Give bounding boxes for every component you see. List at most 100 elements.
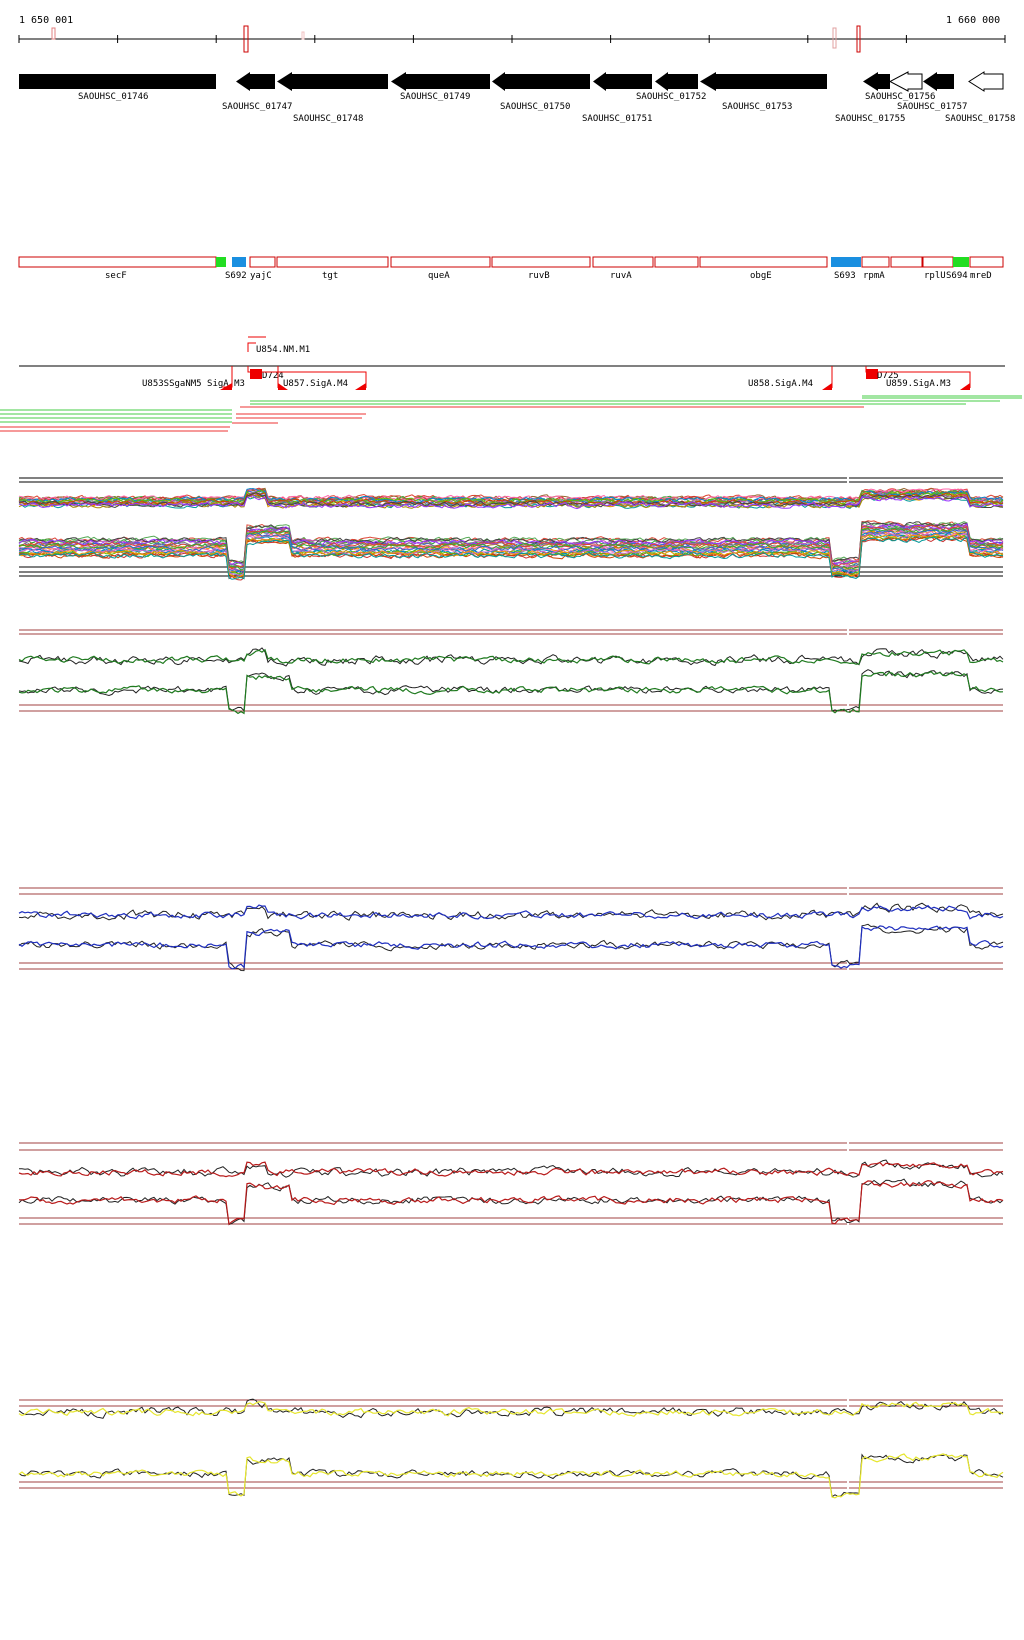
expression-trace-reference xyxy=(18,1159,1004,1178)
annotation-label: S692 xyxy=(225,271,247,281)
expression-trace xyxy=(18,1161,1004,1178)
gene-arrow[interactable] xyxy=(923,72,954,91)
gene-arrow[interactable] xyxy=(968,71,1004,92)
expression-panel-all-conditions xyxy=(18,470,1004,581)
annotation-box[interactable] xyxy=(491,256,591,268)
gene-arrow[interactable] xyxy=(277,72,388,91)
annotation-box[interactable] xyxy=(831,257,861,267)
ruler-end-label: 1 660 000 xyxy=(946,15,1000,26)
gene-label: SAOUHSC_01757 xyxy=(897,102,967,112)
ruler-marker xyxy=(243,25,249,53)
expression-trace-reference xyxy=(18,647,1004,667)
annotation-label: queA xyxy=(428,271,450,281)
gene-arrow[interactable] xyxy=(19,74,216,89)
expression-trace-reference xyxy=(18,923,1004,972)
gene-label: SAOUHSC_01749 xyxy=(400,92,470,102)
annotation-label: S694 xyxy=(946,271,968,281)
transcript-label: U858.SigA.M4 xyxy=(748,379,813,389)
gene-arrow[interactable] xyxy=(655,72,698,91)
gene-label: SAOUHSC_01747 xyxy=(222,102,292,112)
gene-arrow[interactable] xyxy=(391,72,490,91)
annotation-box[interactable] xyxy=(890,256,923,268)
annotation-label: rplU xyxy=(924,271,946,281)
promoter-flag xyxy=(822,383,832,390)
ruler-marker xyxy=(832,27,837,49)
gene-arrow[interactable] xyxy=(593,72,652,91)
gene-arrow[interactable] xyxy=(700,72,827,91)
gene-arrow[interactable] xyxy=(888,71,923,92)
transcript-segment xyxy=(247,366,367,388)
annotation-box[interactable] xyxy=(249,256,276,268)
ruler-start-label: 1 650 001 xyxy=(19,15,73,26)
coordinate-ruler: 1 650 001 1 660 000 xyxy=(18,15,1006,53)
annotation-label: mreD xyxy=(970,271,992,281)
expression-trace xyxy=(18,536,1004,580)
annotation-label: yajC xyxy=(250,271,272,281)
annotation-label: S693 xyxy=(834,271,856,281)
expression-trace xyxy=(18,648,1004,665)
ruler-marker xyxy=(51,27,56,40)
transcript-track: U854.NM.M1 U853SSgaNM5 SigA.M3 D724 U857… xyxy=(0,336,1022,432)
expression-panel-yellow xyxy=(18,1396,1004,1499)
gene-arrow[interactable] xyxy=(863,72,890,91)
annotation-box[interactable] xyxy=(953,257,969,267)
transcript-label: U859.SigA.M3 xyxy=(886,379,951,389)
ruler-ticks xyxy=(18,35,1006,43)
promoter-flag xyxy=(278,383,288,390)
annotation-box[interactable] xyxy=(592,256,654,268)
annotation-box[interactable] xyxy=(18,256,217,268)
gene-label: SAOUHSC_01755 xyxy=(835,114,905,124)
annotation-box[interactable] xyxy=(922,256,954,268)
expression-trace xyxy=(18,492,1004,509)
expression-panel-red xyxy=(18,1139,1004,1228)
expression-panel-green xyxy=(18,626,1004,715)
expression-trace xyxy=(18,1453,1004,1499)
expression-trace xyxy=(18,495,1004,510)
gene-label: SAOUHSC_01752 xyxy=(636,92,706,102)
gene-arrow[interactable] xyxy=(236,72,275,91)
segment-block[interactable] xyxy=(250,369,262,379)
expression-panel-blue xyxy=(18,884,1004,973)
transcript-label: U854.NM.M1 xyxy=(256,345,310,355)
expression-trace xyxy=(18,494,1004,509)
transcript-label: D724 xyxy=(262,371,284,381)
promoter-flag xyxy=(247,342,256,352)
gene-label: SAOUHSC_01748 xyxy=(293,114,363,124)
expression-trace xyxy=(18,524,1004,570)
annotation-box[interactable] xyxy=(390,256,491,268)
transcript-label: D725 xyxy=(877,371,899,381)
annotation-label: ruvA xyxy=(610,271,632,281)
annotation-label: secF xyxy=(105,271,127,281)
expression-trace-reference xyxy=(18,1398,1004,1419)
annotation-box[interactable] xyxy=(232,257,246,267)
annotation-box[interactable] xyxy=(216,257,226,267)
expression-trace xyxy=(18,670,1004,715)
expression-trace xyxy=(18,1401,1004,1417)
expression-trace-reference xyxy=(18,1178,1004,1226)
expression-trace xyxy=(18,492,1004,507)
annotation-box[interactable] xyxy=(861,256,890,268)
gene-track: SAOUHSC_01746 SAOUHSC_01747 SAOUHSC_0174… xyxy=(19,71,1015,124)
annotation-box[interactable] xyxy=(654,256,699,268)
expression-trace xyxy=(18,925,1004,970)
promoter-flag xyxy=(220,383,232,390)
promoter-flag xyxy=(960,383,970,390)
transcript-label: U857.SigA.M4 xyxy=(283,379,348,389)
annotation-track: secF S692 yajC tgt queA ruvB ruvA obgE S… xyxy=(18,256,1004,281)
expression-trace xyxy=(18,533,1004,577)
expression-trace xyxy=(18,523,1004,567)
annotation-label: obgE xyxy=(750,271,772,281)
annotation-box[interactable] xyxy=(969,256,1004,268)
expression-trace xyxy=(18,494,1004,509)
gene-label: SAOUHSC_01750 xyxy=(500,102,570,112)
gene-arrow[interactable] xyxy=(492,72,590,91)
annotation-box[interactable] xyxy=(276,256,389,268)
ruler-marker xyxy=(301,31,305,40)
annotation-box[interactable] xyxy=(699,256,828,268)
segment-block[interactable] xyxy=(866,369,878,379)
expression-trace xyxy=(18,1179,1004,1226)
ruler-marker xyxy=(856,25,861,53)
expression-trace xyxy=(18,529,1004,572)
gene-label: SAOUHSC_01756 xyxy=(865,92,935,102)
